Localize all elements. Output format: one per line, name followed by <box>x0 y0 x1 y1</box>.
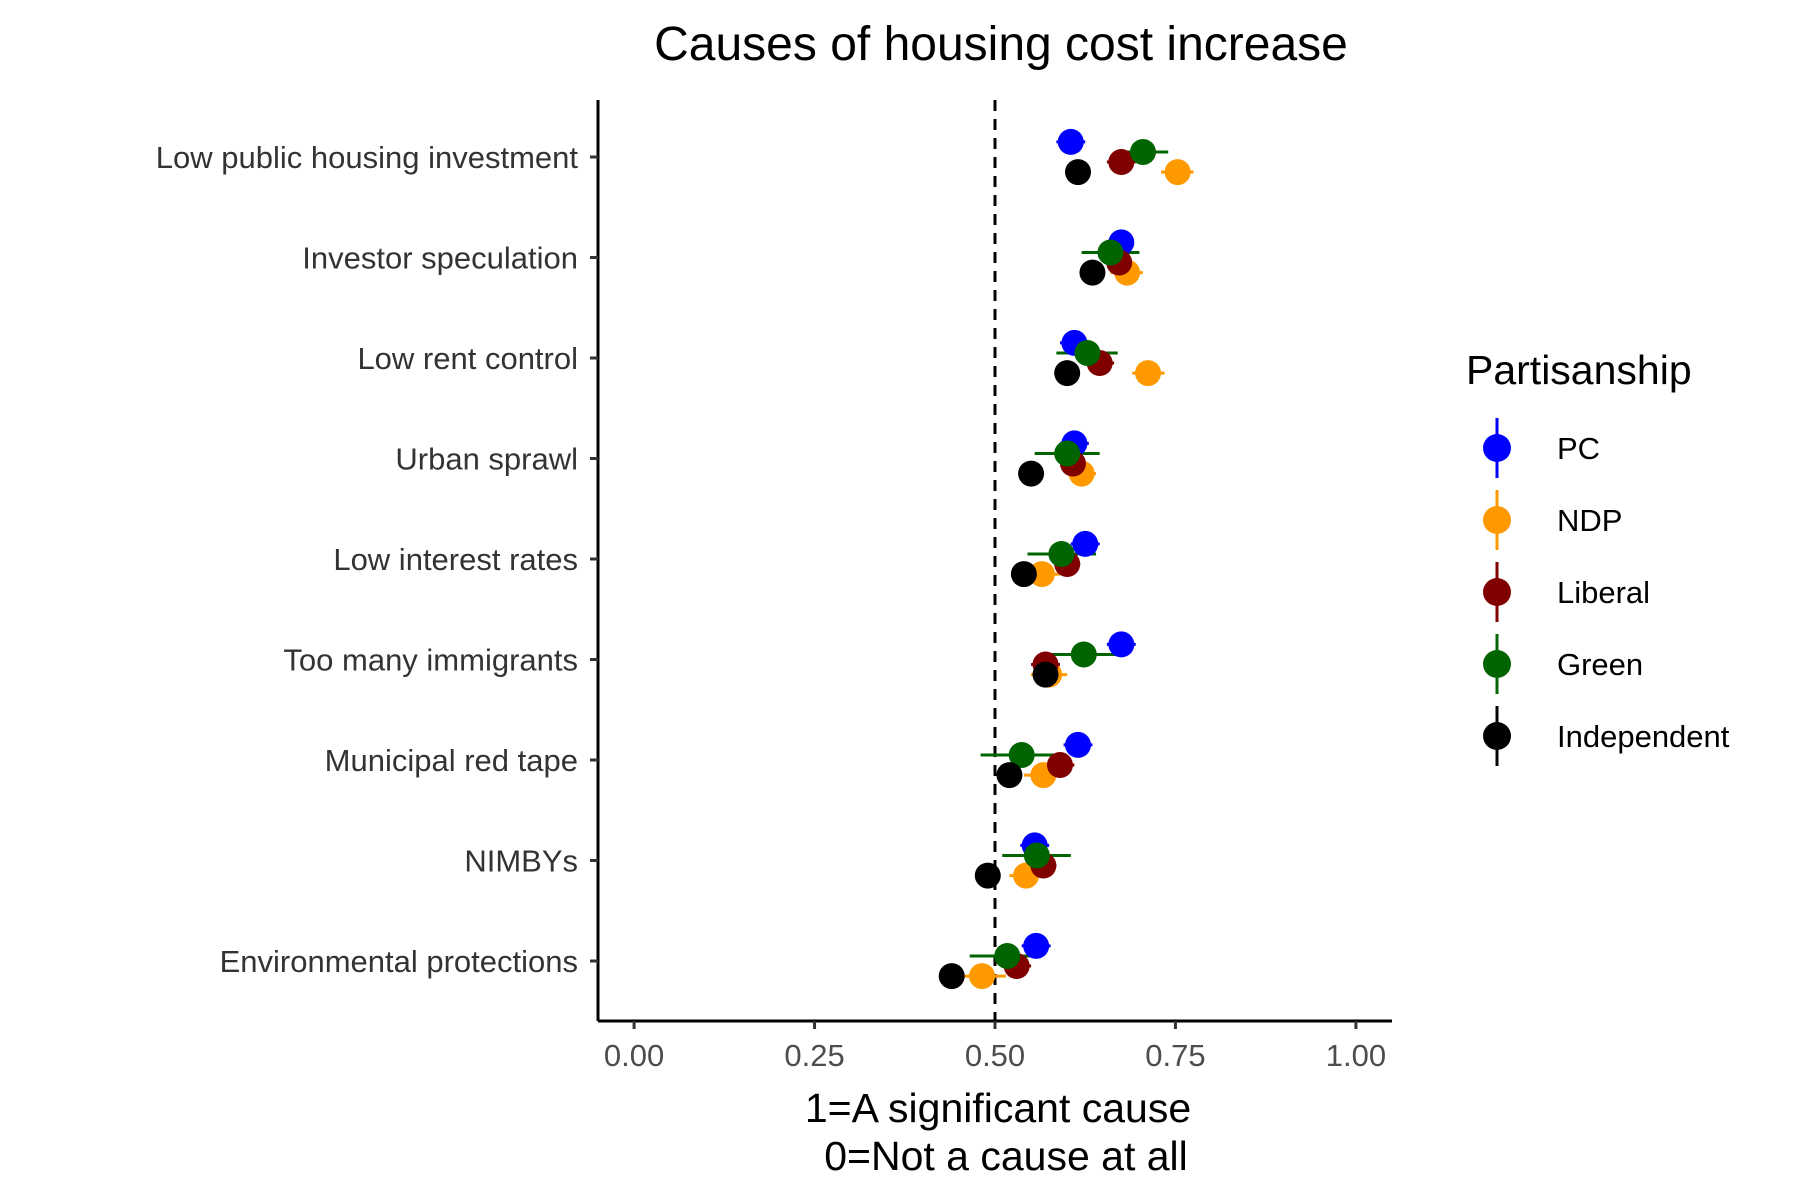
point-ndp-8 <box>969 963 996 990</box>
point-independent-1 <box>1079 259 1106 286</box>
legend-title: Partisanship <box>1466 347 1692 393</box>
point-liberal-0 <box>1108 149 1135 176</box>
point-green-1 <box>1097 239 1124 266</box>
point-green-3 <box>1054 440 1081 467</box>
point-green-7 <box>1023 842 1050 869</box>
point-independent-0 <box>1065 159 1092 186</box>
legend-marker-green <box>1483 650 1511 678</box>
legend-marker-pc <box>1483 434 1511 462</box>
point-pc-0 <box>1057 128 1084 155</box>
point-pc-5 <box>1108 631 1135 658</box>
point-independent-2 <box>1054 360 1081 387</box>
point-pc-6 <box>1065 731 1092 758</box>
point-green-4 <box>1048 540 1075 567</box>
category-label-0: Low public housing investment <box>156 140 579 175</box>
legend-label-pc: PC <box>1557 431 1600 466</box>
point-pc-4 <box>1072 530 1099 557</box>
category-label-8: Environmental protections <box>220 944 578 979</box>
chart-title: Causes of housing cost increase <box>654 18 1348 71</box>
point-independent-6 <box>996 762 1023 789</box>
category-label-7: NIMBYs <box>464 844 578 879</box>
x-tick-label-2: 0.50 <box>965 1038 1025 1073</box>
point-independent-8 <box>938 963 965 990</box>
category-label-3: Urban sprawl <box>395 442 578 477</box>
x-tick-label-4: 1.00 <box>1326 1038 1386 1073</box>
point-ndp-4 <box>1028 561 1055 588</box>
legend-marker-independent <box>1483 722 1511 750</box>
point-liberal-6 <box>1046 752 1073 779</box>
point-green-2 <box>1074 339 1101 366</box>
x-tick-label-3: 0.75 <box>1145 1038 1205 1073</box>
legend: Partisanship PC NDP Liberal Green Independen… <box>1466 347 1730 766</box>
x-tick-label-0: 0.00 <box>604 1038 664 1073</box>
point-pc-8 <box>1023 932 1050 959</box>
point-independent-7 <box>974 862 1001 889</box>
category-label-2: Low rent control <box>357 341 578 376</box>
x-tick-label-1: 0.25 <box>784 1038 844 1073</box>
point-independent-5 <box>1032 661 1059 688</box>
category-label-6: Municipal red tape <box>325 743 578 778</box>
plot-area <box>938 100 1194 1021</box>
legend-marker-liberal <box>1483 578 1511 606</box>
point-independent-3 <box>1018 460 1045 487</box>
legend-label-ndp: NDP <box>1557 503 1622 538</box>
category-label-5: Too many immigrants <box>283 643 578 678</box>
legend-label-liberal: Liberal <box>1557 575 1650 610</box>
category-label-4: Low interest rates <box>333 542 578 577</box>
x-axis-title-line-2: 0=Not a cause at all <box>824 1133 1188 1179</box>
point-ndp-2 <box>1135 360 1162 387</box>
legend-marker-ndp <box>1483 506 1511 534</box>
point-independent-4 <box>1010 561 1037 588</box>
category-label-1: Investor speculation <box>302 241 578 276</box>
axes: Low public housing investment Investor sp… <box>156 100 1392 1073</box>
point-green-8 <box>994 942 1021 969</box>
point-ndp-0 <box>1164 159 1191 186</box>
legend-label-independent: Independent <box>1557 719 1730 754</box>
point-green-0 <box>1129 138 1156 165</box>
x-axis-title-line-1: 1=A significant cause <box>805 1085 1191 1131</box>
point-green-6 <box>1008 741 1035 768</box>
point-green-5 <box>1070 641 1097 668</box>
legend-label-green: Green <box>1557 647 1643 682</box>
